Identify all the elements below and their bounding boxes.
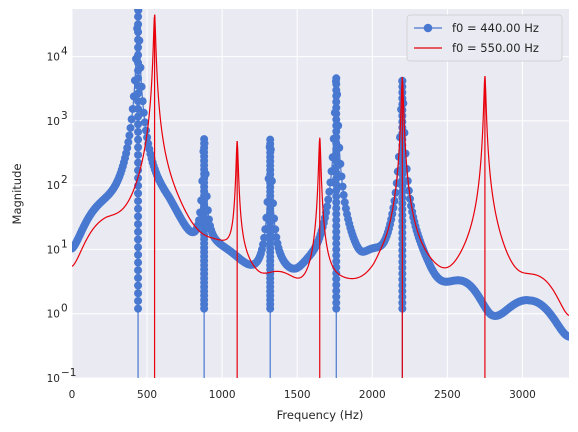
x-axis-label: Frequency (Hz) xyxy=(277,408,364,422)
legend-label-f0-440: f0 = 440.00 Hz xyxy=(452,21,539,35)
y-tick-exponent: 2 xyxy=(61,174,68,186)
y-tick-label: 10 xyxy=(47,244,60,256)
legend: f0 = 440.00 Hz f0 = 550.00 Hz xyxy=(406,14,563,62)
series-1 xyxy=(72,14,569,378)
x-tick-label: 2000 xyxy=(359,389,386,401)
x-tick-label: 3000 xyxy=(509,389,536,401)
plot-area xyxy=(72,9,569,378)
y-tick-label: 10 xyxy=(47,116,60,128)
y-tick-exponent: 0 xyxy=(61,303,68,315)
legend-box xyxy=(406,14,563,62)
y-tick-exponent: 1 xyxy=(61,238,68,250)
x-tick-label: 500 xyxy=(137,389,157,401)
x-tick-label: 1000 xyxy=(209,389,236,401)
series-0 xyxy=(72,9,569,378)
y-tick-label: 10 xyxy=(47,373,60,385)
x-tick-label: 1500 xyxy=(284,389,311,401)
x-tick-labels: 0 500 1000 1500 2000 2500 3000 xyxy=(69,389,536,401)
y-axis-label: Magnitude xyxy=(10,164,24,225)
y-tick-exponent: 4 xyxy=(61,46,68,58)
x-tick-label: 2500 xyxy=(434,389,461,401)
y-tick-label: 10 xyxy=(47,309,60,321)
y-tick-exponent: −1 xyxy=(61,367,76,379)
legend-label-f0-550: f0 = 550.00 Hz xyxy=(452,41,539,55)
y-tick-exponent: 3 xyxy=(61,110,68,122)
peak-marker xyxy=(332,74,341,83)
legend-marker-f0-440 xyxy=(423,23,433,33)
series-layer xyxy=(72,9,569,378)
y-tick-label: 10 xyxy=(47,180,60,192)
x-tick-label: 0 xyxy=(69,389,76,401)
y-tick-label: 10 xyxy=(47,52,60,64)
